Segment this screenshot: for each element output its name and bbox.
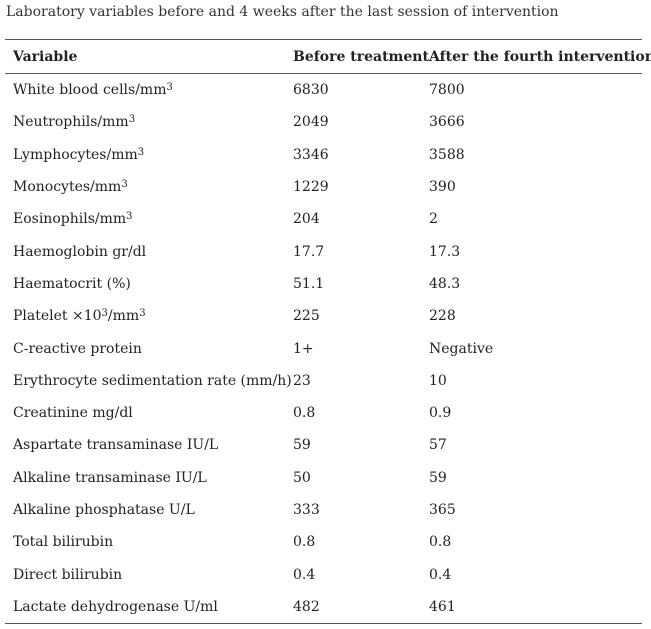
table-row: Creatinine mg/dl 0.8 0.9 xyxy=(5,397,642,429)
cell-variable: Monocytes/mm 3 xyxy=(13,179,128,196)
table-row: Aspartate transaminase IU/L 59 57 xyxy=(5,429,642,461)
table-row: Haematocrit (%) 51.1 48.3 xyxy=(5,268,642,300)
table-row: Direct bilirubin 0.4 0.4 xyxy=(5,558,642,590)
cell-variable: Erythrocyte sedimentation rate (mm/h) xyxy=(13,365,292,397)
header-variable: Variable xyxy=(13,48,78,65)
header-before-treatment: Before treatment xyxy=(293,48,429,65)
table-row: Haemoglobin gr/dl 17.7 17.3 xyxy=(5,235,642,267)
table-row: Eosinophils/mm 3 204 2 xyxy=(5,203,642,235)
cell-before-treatment: 23 xyxy=(293,372,311,389)
cell-after-intervention: Negative xyxy=(429,340,494,357)
cell-variable: Alkaline transaminase IU/L xyxy=(13,462,207,494)
variable-text: Lymphocytes/mm xyxy=(13,146,138,163)
lab-variables-table: Variable Before treatment After the four… xyxy=(5,39,651,625)
cell-after-intervention: 3666 xyxy=(429,114,465,131)
table-row: Alkaline transaminase IU/L 50 59 xyxy=(5,462,642,494)
cell-variable: Alkaline phosphatase U/L xyxy=(13,494,195,526)
cell-after-intervention: 7800 xyxy=(429,82,465,99)
variable-text: Total bilirubin xyxy=(13,534,114,551)
cell-variable: Haematocrit (%) xyxy=(13,268,131,300)
cell-before-treatment: 50 xyxy=(293,469,311,486)
cell-before-treatment: 0.8 xyxy=(293,405,316,422)
cell-variable: Direct bilirubin xyxy=(13,558,122,590)
variable-text: Alkaline transaminase IU/L xyxy=(13,469,207,486)
cell-after-intervention: 59 xyxy=(429,469,447,486)
cell-before-treatment: 2049 xyxy=(293,114,329,131)
cell-variable: Lymphocytes/mm 3 xyxy=(13,146,145,163)
cell-before-treatment: 482 xyxy=(293,598,320,615)
variable-text: Monocytes/mm xyxy=(13,179,122,196)
cell-before-treatment: 1229 xyxy=(293,179,329,196)
cell-after-intervention: 390 xyxy=(429,179,456,196)
cell-variable: Creatinine mg/dl xyxy=(13,397,133,429)
variable-text: Erythrocyte sedimentation rate (mm/h) xyxy=(13,372,292,389)
header-after-intervention: After the fourth intervention xyxy=(429,48,651,65)
cell-before-treatment: 59 xyxy=(293,437,311,454)
cell-before-treatment: 333 xyxy=(293,502,320,518)
cell-after-intervention: 0.8 xyxy=(429,534,452,551)
table-header-row: Variable Before treatment After the four… xyxy=(5,40,651,74)
table-row: Erythrocyte sedimentation rate (mm/h) 23 1… xyxy=(5,365,642,397)
cell-variable: Neutrophils/mm 3 xyxy=(13,114,136,131)
variable-text: Haemoglobin gr/dl xyxy=(13,243,147,260)
cell-before-treatment: 0.8 xyxy=(293,534,316,551)
variable-text: Platelet ×10 xyxy=(13,308,102,325)
cell-before-treatment: 1+ xyxy=(293,340,314,357)
variable-text: Neutrophils/mm xyxy=(13,114,129,131)
cell-variable: Platelet ×10 3/mm 3 xyxy=(13,308,146,325)
cell-after-intervention: 10 xyxy=(429,372,447,389)
variable-text: Eosinophils/mm xyxy=(13,211,127,228)
cell-variable: White blood cells/mm 3 xyxy=(13,82,173,99)
cell-after-intervention: 17.3 xyxy=(429,243,461,260)
table-row: Platelet ×10 3/mm 3 225 228 xyxy=(5,300,642,332)
variable-text: Alkaline phosphatase U/L xyxy=(13,502,195,518)
cell-variable: Eosinophils/mm 3 xyxy=(13,211,133,228)
cell-after-intervention: 228 xyxy=(429,308,456,325)
table-row: Monocytes/mm 3 1229 390 xyxy=(5,171,642,203)
variable-text: Direct bilirubin xyxy=(13,566,123,583)
cell-variable: Haemoglobin gr/dl xyxy=(13,235,146,267)
variable-text-tail: /mm xyxy=(107,308,140,325)
table-row: Total bilirubin 0.8 0.8 xyxy=(5,526,642,558)
cell-variable: Aspartate transaminase IU/L xyxy=(13,429,218,461)
cell-after-intervention: 461 xyxy=(429,598,456,615)
variable-text: Lactate dehydrogenase U/ml xyxy=(13,598,218,615)
table-row: White blood cells/mm 3 6830 7800 xyxy=(5,74,642,106)
table-row: Alkaline phosphatase U/L 333 365 xyxy=(5,494,642,526)
cell-after-intervention: 365 xyxy=(429,502,456,518)
cell-variable: C-reactive protein xyxy=(13,332,142,364)
variable-text: Haematocrit (%) xyxy=(13,275,131,292)
table-row: Lymphocytes/mm 3 3346 3588 xyxy=(5,139,642,171)
cell-after-intervention: 57 xyxy=(429,437,447,454)
cell-before-treatment: 17.7 xyxy=(293,243,325,260)
cell-before-treatment: 3346 xyxy=(293,146,329,163)
variable-text: White blood cells/mm xyxy=(13,82,167,99)
cell-after-intervention: 2 xyxy=(429,211,438,228)
variable-text: Aspartate transaminase IU/L xyxy=(13,437,219,454)
cell-before-treatment: 204 xyxy=(293,211,320,228)
cell-after-intervention: 3588 xyxy=(429,146,465,163)
variable-text: Creatinine mg/dl xyxy=(13,405,133,422)
cell-before-treatment: 0.4 xyxy=(293,566,316,583)
table-row: Neutrophils/mm 3 2049 3666 xyxy=(5,106,642,138)
cell-after-intervention: 0.9 xyxy=(429,405,452,422)
cell-before-treatment: 51.1 xyxy=(293,275,325,292)
variable-text: C-reactive protein xyxy=(13,340,142,357)
table-row: Lactate dehydrogenase U/ml 482 461 xyxy=(5,591,642,623)
cell-before-treatment: 225 xyxy=(293,308,320,325)
table-caption: Laboratory variables before and 4 weeks … xyxy=(6,4,559,20)
table-row: C-reactive protein 1+ Negative xyxy=(5,332,642,364)
table-body: White blood cells/mm 3 6830 7800 Neutrophils… xyxy=(5,74,642,623)
cell-before-treatment: 6830 xyxy=(293,82,329,99)
cell-variable: Lactate dehydrogenase U/ml xyxy=(13,591,218,623)
cell-after-intervention: 48.3 xyxy=(429,275,461,292)
cell-variable: Total bilirubin xyxy=(13,526,113,558)
cell-after-intervention: 0.4 xyxy=(429,566,452,583)
